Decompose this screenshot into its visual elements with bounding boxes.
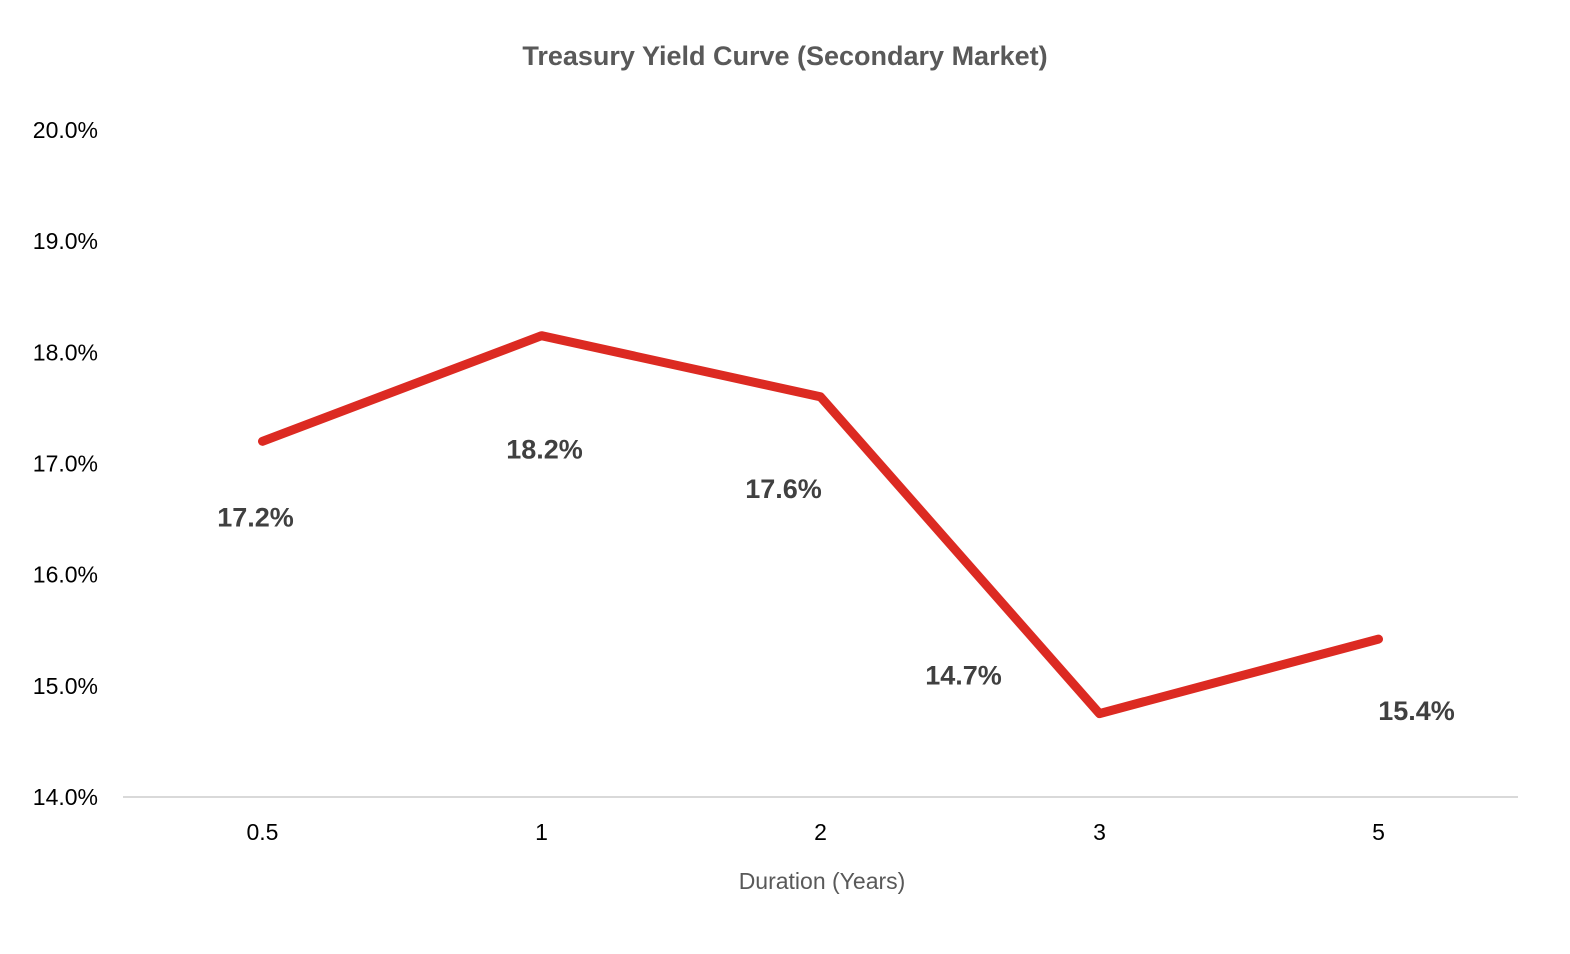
x-tick-label: 3: [1093, 819, 1106, 845]
x-axis-label: Duration (Years): [739, 868, 906, 894]
data-label: 18.2%: [506, 435, 583, 465]
x-tick-label: 2: [814, 819, 827, 845]
y-tick-label: 17.0%: [33, 451, 98, 477]
x-axis-ticks: 0.5 1 2 3 5: [247, 819, 1385, 845]
x-tick-label: 5: [1372, 819, 1385, 845]
chart-title: Treasury Yield Curve (Secondary Market): [522, 41, 1047, 71]
data-labels-group: 17.2% 18.2% 17.6% 14.7% 15.4%: [217, 435, 1455, 726]
y-tick-label: 16.0%: [33, 562, 98, 588]
y-axis-ticks: 14.0% 15.0% 16.0% 17.0% 18.0% 19.0% 20.0%: [33, 117, 98, 810]
x-tick-label: 1: [535, 819, 548, 845]
data-label: 15.4%: [1378, 696, 1455, 726]
y-tick-label: 14.0%: [33, 784, 98, 810]
y-tick-label: 18.0%: [33, 339, 98, 365]
data-label: 17.2%: [217, 502, 294, 532]
series-group: [258, 331, 1383, 719]
data-label: 14.7%: [925, 661, 1002, 691]
y-tick-label: 19.0%: [33, 228, 98, 254]
y-tick-label: 15.0%: [33, 673, 98, 699]
series-line: [258, 331, 1383, 719]
data-label: 17.6%: [745, 474, 822, 504]
y-tick-label: 20.0%: [33, 117, 98, 143]
x-tick-label: 0.5: [247, 819, 279, 845]
